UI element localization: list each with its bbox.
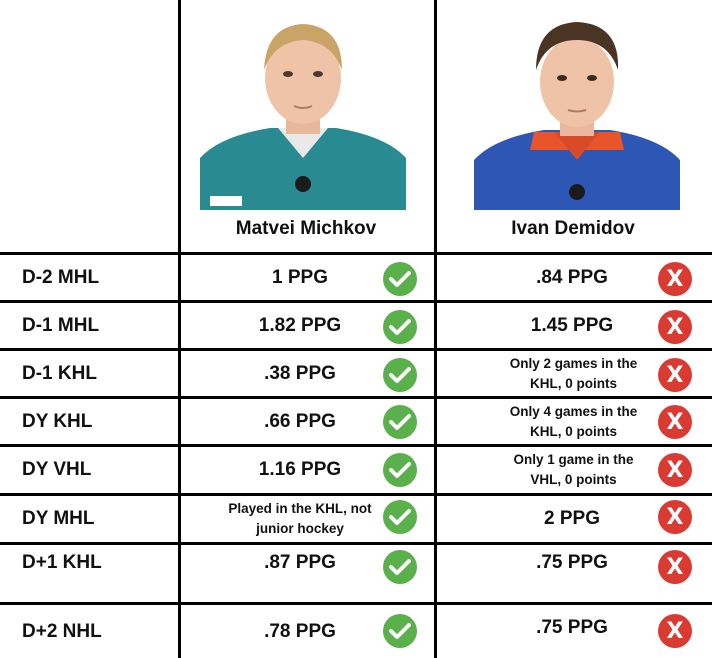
x-icon: X <box>658 310 692 344</box>
demidov-value: .75 PPG <box>536 617 608 638</box>
row-divider <box>0 444 712 447</box>
row-divider <box>0 396 712 399</box>
michkov-value: .78 PPG <box>264 621 336 642</box>
row-divider <box>0 542 712 545</box>
michkov-value: 1 PPG <box>272 266 328 288</box>
row-divider <box>0 493 712 496</box>
row-label: D-2 MHL <box>22 266 100 288</box>
x-icon: X <box>658 358 692 392</box>
row-divider <box>0 252 712 255</box>
row-label: D-1 MHL <box>22 314 100 336</box>
player-name-michkov: Matvei Michkov <box>235 218 377 239</box>
row-label: D-1 KHL <box>22 362 97 384</box>
row-label: DY KHL <box>22 410 93 432</box>
row-label: DY MHL <box>22 508 95 529</box>
demidov-value: .75 PPG <box>536 552 608 573</box>
demidov-value: 2 PPG <box>544 508 600 529</box>
row-divider <box>0 602 712 605</box>
x-icon: X <box>658 614 692 648</box>
check-icon <box>383 405 417 439</box>
row-divider <box>0 300 712 303</box>
michkov-value: .66 PPG <box>264 410 336 432</box>
row-label: DY VHL <box>22 459 92 480</box>
check-icon <box>383 453 417 487</box>
x-icon: X <box>658 405 692 439</box>
x-icon: X <box>658 500 692 534</box>
player-photo-demidov <box>474 10 680 210</box>
check-icon <box>383 262 417 296</box>
michkov-value: .87 PPG <box>264 552 336 573</box>
check-icon <box>383 310 417 344</box>
check-icon <box>383 614 417 648</box>
player-photo-michkov <box>200 8 406 210</box>
demidov-value: Only 2 games in the KHL, 0 points <box>509 355 638 391</box>
row-label: D+1 KHL <box>22 552 102 573</box>
column-divider <box>434 0 437 658</box>
x-icon: X <box>658 262 692 296</box>
check-icon <box>383 550 417 584</box>
demidov-value: .84 PPG <box>536 266 608 288</box>
michkov-value: .38 PPG <box>264 362 336 384</box>
column-divider <box>178 0 181 658</box>
x-icon: X <box>658 453 692 487</box>
check-icon <box>383 500 417 534</box>
michkov-value: 1.82 PPG <box>258 314 342 336</box>
row-divider <box>0 348 712 351</box>
row-label: D+2 NHL <box>22 620 102 642</box>
demidov-value: Only 1 game in the VHL, 0 points <box>513 452 634 487</box>
x-icon: X <box>658 550 692 584</box>
check-icon <box>383 358 417 392</box>
player-name-demidov: Ivan Demidov <box>511 218 635 239</box>
demidov-value: 1.45 PPG <box>530 314 614 336</box>
michkov-value: Played in the KHL, not junior hockey <box>228 501 372 536</box>
demidov-value: Only 4 games in the KHL, 0 points <box>509 403 638 439</box>
michkov-value: 1.16 PPG <box>258 459 342 480</box>
